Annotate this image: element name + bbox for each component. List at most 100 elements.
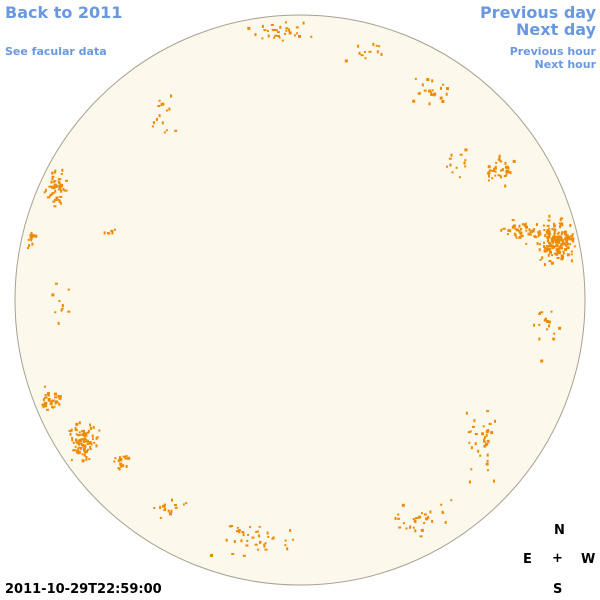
facula-speck <box>470 446 473 450</box>
facula-speck <box>95 444 98 448</box>
facula-speck <box>551 240 554 244</box>
facula-speck <box>560 257 564 261</box>
facula-speck <box>546 224 550 227</box>
facula-speck <box>450 499 453 502</box>
facula-speck <box>70 459 73 462</box>
facula-speck <box>530 230 533 234</box>
facula-speck <box>523 223 526 227</box>
facula-speck <box>266 30 269 33</box>
next-day-link[interactable]: Next day <box>516 20 596 39</box>
facula-speck <box>68 429 72 432</box>
facula-speck <box>288 28 291 32</box>
facula-speck <box>442 511 445 514</box>
facula-speck <box>420 528 424 532</box>
facula-speck <box>120 464 123 468</box>
facula-speck <box>293 34 296 37</box>
facula-speck <box>473 419 476 423</box>
facula-speck <box>49 193 53 196</box>
facula-speck <box>54 311 57 314</box>
facula-speck <box>29 234 33 237</box>
facula-speck <box>548 227 551 230</box>
facula-speck <box>484 436 486 440</box>
facula-speck <box>524 222 527 226</box>
facula-speck <box>439 96 443 100</box>
facula-speck <box>569 224 572 227</box>
facula-speck <box>498 154 501 158</box>
facula-speck <box>59 185 62 188</box>
facula-speck <box>431 519 434 523</box>
facula-speck <box>52 200 56 203</box>
facula-speck <box>560 247 564 250</box>
facula-speck <box>98 429 101 432</box>
facula-speck <box>543 318 547 322</box>
facula-speck <box>61 307 64 310</box>
previous-hour-link[interactable]: Previous hour <box>509 45 596 58</box>
facula-speck <box>124 457 128 460</box>
facula-speck <box>114 228 116 231</box>
facula-speck <box>493 168 495 171</box>
facula-speck <box>442 83 445 86</box>
facula-speck <box>507 171 510 174</box>
facula-speck <box>571 237 575 241</box>
compass-east-label: E <box>523 552 532 567</box>
facula-speck <box>544 234 547 237</box>
facula-speck <box>555 248 559 252</box>
facula-speck <box>78 434 81 436</box>
facula-speck <box>417 92 420 95</box>
facula-speck <box>538 313 541 315</box>
facula-speck <box>51 293 55 297</box>
facula-speck <box>444 520 447 524</box>
facula-speck <box>168 107 171 111</box>
facula-speck <box>279 25 282 29</box>
facula-speck <box>500 176 502 179</box>
facula-speck <box>531 229 535 233</box>
facula-speck <box>246 539 249 542</box>
facula-speck <box>30 236 33 240</box>
previous-day-link[interactable]: Previous day <box>479 3 596 22</box>
facula-speck <box>446 87 449 91</box>
facula-speck <box>486 453 489 457</box>
facula-speck <box>93 441 96 444</box>
facula-speck <box>571 233 574 236</box>
facula-speck <box>553 332 556 335</box>
facula-speck <box>488 169 492 172</box>
facula-speck <box>560 222 564 226</box>
facula-speck <box>569 243 572 246</box>
facula-speck <box>85 449 88 452</box>
facula-speck <box>242 554 246 557</box>
facula-speck <box>503 175 507 177</box>
facula-speck <box>67 288 70 291</box>
next-hour-link[interactable]: Next hour <box>534 58 597 71</box>
facula-speck <box>59 395 62 399</box>
facula-speck <box>165 129 168 132</box>
back-to-year-link[interactable]: Back to 2011 <box>5 3 123 22</box>
facula-speck <box>397 517 401 520</box>
facula-speck <box>402 522 405 525</box>
facula-speck <box>96 436 99 439</box>
facula-speck <box>566 246 570 250</box>
facula-speck <box>233 540 236 543</box>
facula-speck <box>398 526 402 529</box>
facula-speck <box>549 251 552 254</box>
facula-speck <box>412 518 415 520</box>
facula-speck <box>559 218 562 222</box>
facula-speck <box>127 456 131 460</box>
facula-speck <box>47 393 49 396</box>
facula-speck <box>54 189 57 193</box>
see-facular-data-link[interactable]: See facular data <box>5 45 107 58</box>
facula-speck <box>54 282 58 285</box>
facula-speck <box>543 229 546 231</box>
facula-speck <box>499 174 502 177</box>
facula-speck <box>401 503 405 507</box>
facula-speck <box>455 166 458 169</box>
facula-speck <box>241 531 245 533</box>
facula-speck <box>261 24 264 28</box>
facula-speck <box>291 538 294 541</box>
facula-speck <box>464 159 467 162</box>
facula-speck <box>563 252 566 255</box>
facula-speck <box>547 240 550 243</box>
facula-speck <box>71 438 74 442</box>
facula-speck <box>560 246 563 249</box>
facula-speck <box>256 530 259 533</box>
facula-speck <box>559 244 563 247</box>
